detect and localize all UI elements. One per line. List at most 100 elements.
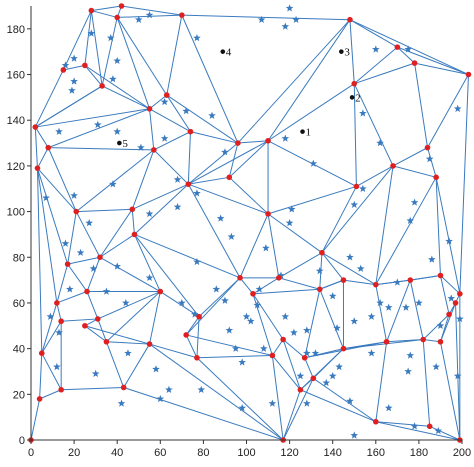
mesh-edge — [101, 85, 150, 110]
y-tick-label: 80 — [13, 252, 25, 264]
mesh-edge — [267, 19, 351, 142]
mesh-node — [457, 291, 463, 297]
mesh-edge — [282, 378, 314, 441]
y-tick-label: 40 — [13, 344, 25, 356]
star-point — [436, 321, 445, 330]
mesh-node — [84, 288, 90, 295]
mesh-node — [131, 231, 138, 238]
y-tick-label: 180 — [7, 24, 25, 36]
mesh-edge — [75, 211, 101, 258]
mesh-node — [265, 211, 271, 217]
mesh-node — [99, 83, 105, 89]
star-point — [384, 303, 393, 311]
mesh-edge — [187, 183, 241, 279]
star-point — [322, 378, 331, 387]
x-tick-label: 80 — [197, 447, 209, 459]
target-label: 3 — [344, 47, 350, 59]
star-point — [292, 15, 300, 23]
mesh-edge — [34, 69, 64, 128]
star-point — [410, 422, 419, 430]
mesh-node — [146, 341, 153, 347]
mesh-node — [179, 12, 185, 18]
mesh-edge — [37, 167, 77, 212]
star-point — [453, 104, 462, 113]
mesh-edge — [414, 63, 429, 148]
mesh-edge — [375, 341, 388, 422]
star-point — [410, 198, 419, 206]
mesh-node — [157, 288, 164, 295]
mesh-edge — [228, 142, 239, 178]
mesh-edge — [132, 183, 189, 210]
mesh-edge — [422, 314, 450, 340]
star-point — [193, 33, 201, 42]
mesh-edge — [106, 291, 161, 343]
star-point — [113, 56, 121, 65]
mesh-node — [407, 277, 414, 283]
star-point — [165, 385, 173, 393]
star-point — [216, 214, 225, 222]
mesh-edge — [435, 177, 461, 294]
mesh-edge — [149, 94, 168, 110]
mesh-node — [353, 183, 360, 190]
star-point — [106, 33, 115, 42]
star-point — [404, 367, 412, 375]
mesh-edge — [39, 389, 62, 400]
mesh-edge — [61, 318, 98, 322]
mesh-node — [32, 124, 39, 130]
star-point — [335, 362, 343, 371]
star-point — [238, 404, 246, 412]
star-point — [456, 314, 464, 323]
mesh-edge — [36, 168, 43, 354]
mesh-edge — [321, 252, 377, 286]
star-point — [367, 349, 376, 357]
x-tick-label: 140 — [324, 447, 342, 459]
star-point — [359, 109, 367, 117]
mesh-edge — [188, 140, 269, 185]
star-point — [221, 296, 229, 304]
x-tick-label: 0 — [28, 447, 34, 459]
star-point — [46, 312, 55, 320]
mesh-edge — [106, 341, 150, 345]
star-point — [359, 184, 367, 192]
mesh-node — [97, 254, 103, 261]
star-point — [255, 285, 264, 293]
y-tick-label: 20 — [13, 389, 25, 401]
mesh-node — [310, 375, 317, 382]
mesh-edge — [186, 334, 273, 356]
star-point — [173, 203, 182, 211]
star-point — [61, 239, 70, 247]
target-label: 1 — [306, 127, 312, 139]
mesh-edge — [166, 94, 191, 132]
mesh-edge — [97, 291, 161, 320]
mesh-node — [340, 345, 347, 352]
star-point — [346, 253, 354, 261]
mesh-edge — [84, 325, 150, 345]
x-tick-label: 20 — [68, 447, 80, 459]
mesh-edge — [252, 288, 320, 295]
mesh-edge — [48, 108, 150, 149]
star-point — [160, 134, 169, 142]
mesh-edge — [409, 279, 424, 340]
mesh-node — [73, 208, 80, 215]
star-point — [328, 372, 337, 380]
target-point — [117, 140, 122, 146]
star-point — [268, 399, 277, 407]
mesh-edge — [313, 377, 377, 423]
mesh-node — [88, 7, 95, 14]
star-point — [87, 29, 96, 37]
mesh-node — [183, 332, 189, 338]
star-point — [208, 111, 216, 119]
mesh-edge — [228, 176, 269, 215]
mesh-edge — [48, 147, 154, 151]
mesh-edge — [190, 131, 238, 144]
mesh-edge — [267, 83, 355, 142]
star-point — [42, 193, 50, 202]
mesh-edge — [75, 149, 155, 212]
mesh-edge — [131, 209, 135, 235]
star-point — [238, 358, 246, 366]
star-point — [193, 189, 201, 197]
axes: 0 20 40 60 80 100 120 140 160 180 200 0 20 40 60 80 100 1… — [7, 6, 471, 459]
star-point — [277, 271, 285, 279]
star-point — [145, 209, 154, 218]
mesh-node — [82, 62, 88, 69]
